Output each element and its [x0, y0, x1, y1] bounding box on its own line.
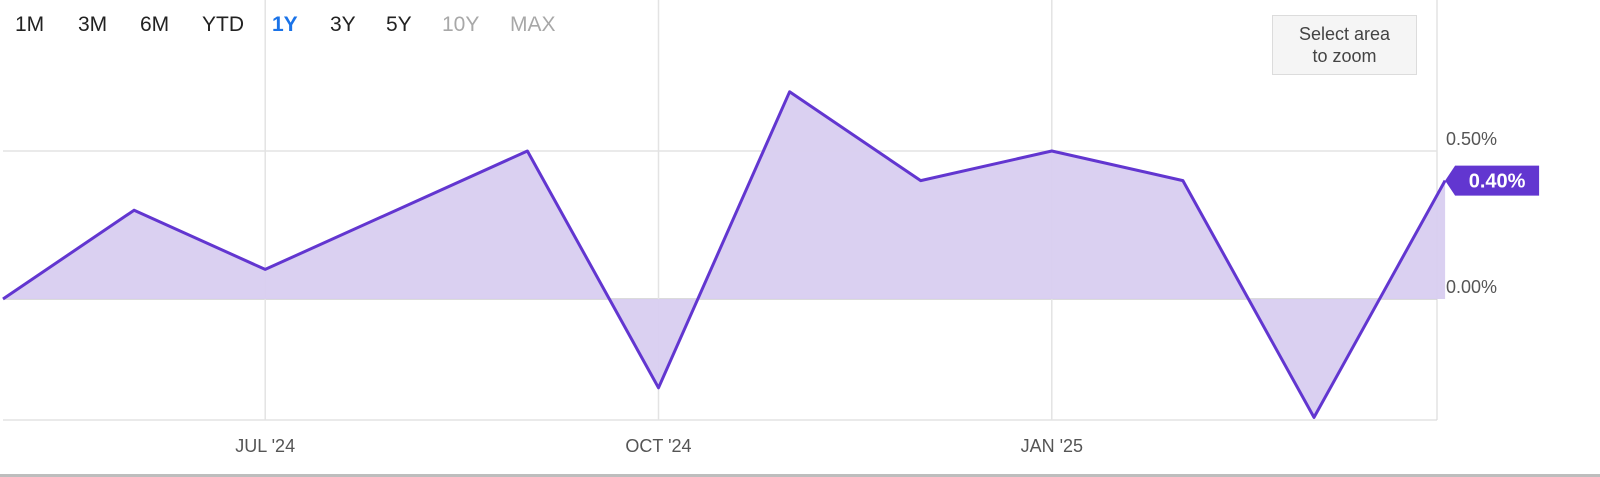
last-value-badge-shape: [1445, 165, 1540, 196]
data-point: [918, 178, 924, 184]
data-point: [1311, 414, 1317, 420]
data-point: [262, 266, 268, 272]
x-tick-label: OCT '24: [625, 436, 691, 456]
tick-layer: 0.50% 0.00% JUL '24 OCT '24 JAN '25: [235, 129, 1497, 456]
y-tick-label: 0.50%: [1446, 129, 1497, 149]
range-button-1y[interactable]: 1Y: [272, 13, 298, 36]
range-button-5y[interactable]: 5Y: [386, 13, 412, 36]
range-button-3y[interactable]: 3Y: [330, 13, 356, 36]
data-point: [1180, 178, 1186, 184]
data-point: [656, 385, 662, 391]
last-value-label: 0.40%: [1469, 171, 1526, 193]
data-point: [787, 89, 793, 95]
footer-divider: [0, 474, 1600, 477]
zoom-hint-line1: Select area: [1298, 24, 1391, 44]
data-point: [0, 296, 6, 302]
y-tick-label: 0.00%: [1446, 277, 1497, 297]
range-button-max: MAX: [510, 13, 556, 36]
x-tick-label: JAN '25: [1021, 436, 1083, 456]
range-button-10y: 10Y: [442, 13, 480, 36]
range-button-3m[interactable]: 3M: [78, 13, 108, 36]
grid-layer: [3, 0, 1438, 421]
data-point: [131, 207, 137, 213]
range-button-ytd[interactable]: YTD: [202, 13, 244, 36]
series-line: [2, 90, 1447, 419]
area-fill: [3, 91, 1446, 418]
last-value-badge: 0.40%: [1445, 165, 1540, 196]
x-tick-label: JUL '24: [235, 436, 295, 456]
data-point: [393, 207, 399, 213]
zoom-hint-line2: to zoom: [1312, 46, 1377, 66]
data-point: [1049, 148, 1055, 154]
zoom-hint: Select area to zoom: [1272, 15, 1417, 75]
data-point: [524, 148, 530, 154]
range-button-6m[interactable]: 6M: [140, 13, 170, 36]
range-button-1m[interactable]: 1M: [15, 13, 45, 36]
